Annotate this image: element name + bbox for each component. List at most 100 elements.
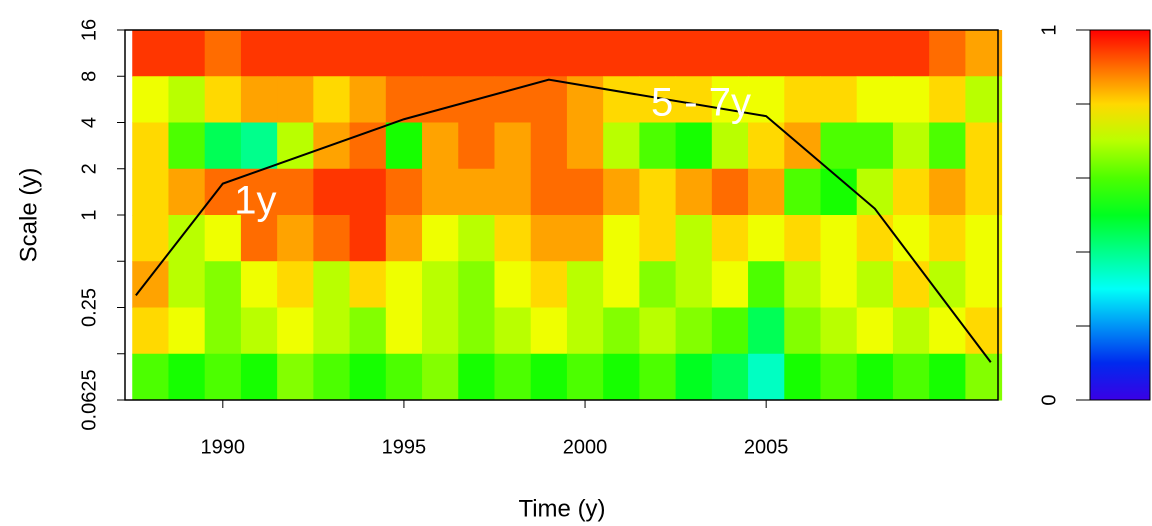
heatmap-cell <box>458 215 495 262</box>
heatmap-cell <box>168 168 206 216</box>
heatmap-cell <box>711 353 749 401</box>
heatmap-cell <box>422 215 459 262</box>
heatmap-cell <box>458 168 495 216</box>
heatmap-cell <box>892 168 930 216</box>
heatmap-cell <box>349 168 387 216</box>
heatmap-cell <box>892 307 930 355</box>
heatmap-cell <box>204 122 242 170</box>
heatmap-cell <box>711 215 749 262</box>
y-tick-label: 8 <box>78 71 100 82</box>
y-axis-title: Scale (y) <box>15 168 42 263</box>
heatmap-cell <box>132 76 169 123</box>
heatmap-cell <box>639 261 677 308</box>
heatmap-cell <box>132 168 169 216</box>
heatmap-cell <box>603 122 640 170</box>
heatmap-cell <box>168 215 206 262</box>
heatmap-cell <box>204 76 242 123</box>
heatmap-cell <box>784 261 822 308</box>
y-tick-label: 0.25 <box>78 288 100 327</box>
heatmap-cell <box>784 168 822 216</box>
heatmap-cell <box>892 30 930 77</box>
heatmap-cell <box>385 168 423 216</box>
heatmap-cell <box>675 76 713 123</box>
heatmap-cell <box>711 307 749 355</box>
y-tick-label: 4 <box>78 117 100 128</box>
heatmap-cell <box>820 122 858 170</box>
heatmap-cell <box>892 261 930 308</box>
x-axis-title: Time (y) <box>518 495 605 522</box>
heatmap-cell <box>566 307 604 355</box>
heatmap-cell <box>168 122 206 170</box>
heatmap-cell <box>530 168 568 216</box>
heatmap-cell <box>856 307 894 355</box>
heatmap-cell <box>204 168 242 216</box>
heatmap-cell <box>277 353 314 401</box>
heatmap-cell <box>856 30 894 77</box>
heatmap-cell <box>313 76 351 123</box>
heatmap-cell <box>856 353 894 401</box>
heatmap-cell <box>494 353 532 401</box>
heatmap-cell <box>675 353 713 401</box>
heatmap-cell <box>892 122 930 170</box>
heatmap-cell <box>929 122 966 170</box>
heatmap-cell <box>639 307 677 355</box>
heatmap-cell <box>784 30 822 77</box>
heatmap-cell <box>313 353 351 401</box>
heatmap-cell <box>204 30 242 77</box>
heatmap-cell <box>204 353 242 401</box>
heatmap-cell <box>349 215 387 262</box>
heatmap-cell <box>422 30 459 77</box>
heatmap-cell <box>639 122 677 170</box>
heatmap-cell <box>929 353 966 401</box>
heatmap-cell <box>711 76 749 123</box>
heatmap-cell <box>711 261 749 308</box>
heatmap-cell <box>566 353 604 401</box>
heatmap-cell <box>603 30 640 77</box>
heatmap-cell <box>675 261 713 308</box>
heatmap-cell <box>313 30 351 77</box>
heatmap-cell <box>892 76 930 123</box>
y-tick-label: 1 <box>78 209 100 220</box>
heatmap-cell <box>566 30 604 77</box>
heatmap-cell <box>458 353 495 401</box>
heatmap-cell <box>530 353 568 401</box>
heatmap-cell <box>458 122 495 170</box>
heatmap-cell <box>240 261 278 308</box>
heatmap-cell <box>313 261 351 308</box>
heatmap-cell <box>385 261 423 308</box>
heatmap-cell <box>494 215 532 262</box>
heatmap-cell <box>748 261 785 308</box>
heatmap-cell <box>675 168 713 216</box>
heatmap-cell <box>422 353 459 401</box>
heatmap-cell <box>204 307 242 355</box>
heatmap-cell <box>422 122 459 170</box>
heatmap-cell <box>132 307 169 355</box>
heatmap-cell <box>748 307 785 355</box>
y-tick-label: 2 <box>78 163 100 174</box>
heatmap-cell <box>929 168 966 216</box>
colorbar <box>1089 29 1151 401</box>
colorbar-tick-label: 0 <box>1038 394 1060 405</box>
heatmap-cell <box>530 261 568 308</box>
heatmap-cell <box>929 30 966 77</box>
heatmap-cell <box>349 30 387 77</box>
heatmap-cell <box>277 168 314 216</box>
heatmap-cell <box>132 122 169 170</box>
heatmap-cell <box>494 76 532 123</box>
heatmap-cell <box>820 261 858 308</box>
heatmap-cell <box>784 353 822 401</box>
x-tick-label: 2000 <box>563 436 608 458</box>
heatmap-cell <box>748 122 785 170</box>
heatmap-cell <box>965 168 1003 216</box>
heatmap-cell <box>566 168 604 216</box>
heatmap-cell <box>965 30 1003 77</box>
heatmap-cell <box>892 353 930 401</box>
heatmap-cell <box>458 261 495 308</box>
heatmap-cell <box>277 215 314 262</box>
heatmap-cell <box>349 261 387 308</box>
heatmap-cell <box>820 215 858 262</box>
heatmap-cell <box>132 261 169 308</box>
heatmap-cell <box>603 215 640 262</box>
heatmap-cell <box>566 215 604 262</box>
